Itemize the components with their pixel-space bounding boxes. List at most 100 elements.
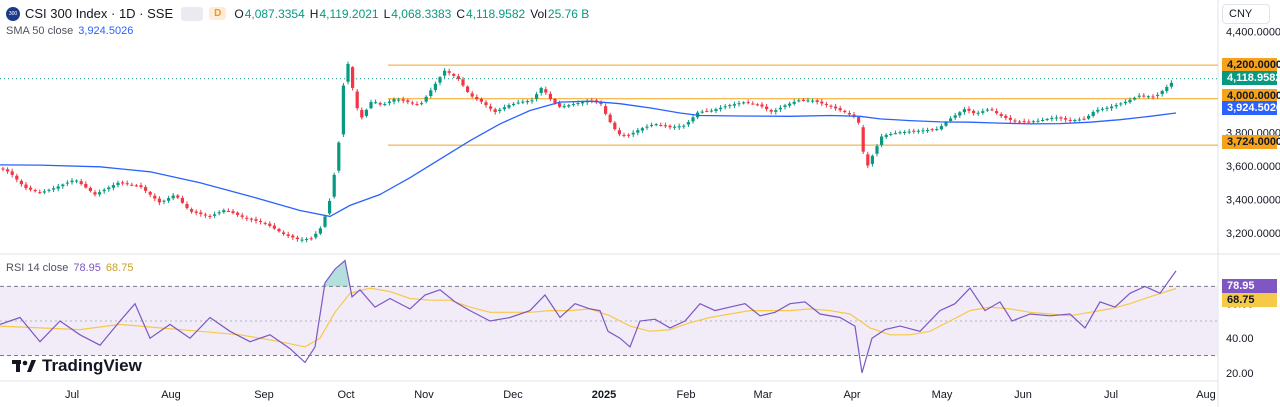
candle-body (962, 109, 966, 113)
candle-body (893, 133, 897, 135)
candle-body (1087, 115, 1091, 119)
candle-body (884, 134, 888, 137)
candle-body (65, 182, 69, 184)
candle-body (544, 89, 548, 93)
sma-price-label: 3,924.5026 (1222, 101, 1280, 115)
candle-body (144, 187, 148, 191)
candle-body (898, 132, 902, 134)
candle-body (1142, 95, 1146, 97)
candle-body (870, 155, 874, 164)
sma-legend[interactable]: SMA 50 close 3,924.5026 (6, 25, 133, 37)
candle-body (88, 187, 92, 192)
candle-body (153, 195, 157, 199)
symbol-logo: 300 (6, 6, 20, 21)
candle-body (111, 185, 115, 188)
candle-body (530, 100, 534, 102)
candle-body (1022, 121, 1026, 123)
rsi-ma-value-label: 68.75 (1222, 293, 1277, 307)
candle-body (617, 130, 621, 135)
time-tick-label: Jun (1014, 389, 1032, 401)
watermark-text: TradingView (42, 356, 142, 375)
currency-label: CNY (1229, 8, 1253, 20)
candle-body (392, 99, 396, 102)
candle-body (746, 102, 750, 104)
high-value: 4,119.2021 (319, 6, 379, 21)
last-price-label: 4,118.9582 (1222, 71, 1280, 85)
candle-body (208, 216, 212, 218)
candle-body (834, 106, 838, 109)
candle-body (157, 198, 161, 203)
candle-body (415, 104, 419, 106)
candle-body (52, 188, 56, 190)
candle-body (369, 102, 373, 109)
candle-body (61, 184, 65, 187)
candle-body (700, 111, 704, 113)
candle-body (930, 129, 934, 131)
candle-body (866, 154, 870, 166)
candle-body (98, 192, 102, 195)
currency-selector[interactable]: CNY (1222, 4, 1270, 24)
volume-value: 25.76 B (547, 6, 590, 21)
candle-body (300, 239, 304, 241)
price-tick-label: 3,400.0000 (1226, 195, 1280, 207)
hline-3724-label: 3,724.0000 (1222, 135, 1280, 149)
candle-body (1133, 97, 1137, 100)
candle-body (217, 212, 221, 214)
time-tick-label: Nov (414, 389, 434, 401)
candle-body (1018, 121, 1022, 123)
candle-body (282, 232, 286, 235)
candle-body (723, 106, 727, 108)
candle-body (760, 104, 764, 107)
candle-body (875, 146, 879, 154)
candle-body (199, 212, 203, 215)
time-tick-label: 2025 (592, 389, 616, 401)
candle-body (277, 228, 281, 232)
candle-body (420, 103, 424, 105)
candle-body (10, 171, 14, 175)
candle-body (364, 109, 368, 116)
sma-line (0, 100, 1177, 218)
candle-body (838, 108, 842, 111)
candle-body (1041, 119, 1045, 121)
candle-body (19, 180, 23, 185)
candle-body (1096, 109, 1100, 112)
candle-body (102, 189, 106, 192)
rsi-line (0, 259, 1177, 373)
candle-body (24, 184, 28, 189)
candle-body (484, 102, 488, 106)
symbol-legend[interactable]: 300 CSI 300 Index · 1D · SSE D O 4,087.33… (6, 6, 594, 21)
close-value: 4,118.9582 (466, 6, 526, 21)
candle-body (116, 182, 120, 186)
candle-body (926, 129, 930, 131)
candle-body (447, 71, 451, 73)
candle-body (1151, 96, 1155, 98)
candle-body (571, 104, 575, 106)
candle-body (249, 218, 253, 220)
candle-body (627, 134, 631, 136)
candle-body (502, 107, 506, 110)
candle-body (351, 67, 355, 88)
rsi-label: RSI 14 close (6, 262, 69, 274)
candle-body (553, 99, 557, 103)
candle-body (1059, 117, 1063, 119)
candle-body (190, 209, 194, 212)
candle-body (346, 63, 350, 82)
candle-body (6, 169, 10, 172)
candle-body (907, 131, 911, 133)
candle-body (939, 126, 943, 130)
visibility-toggle-icon[interactable] (181, 6, 204, 21)
candle-body (328, 200, 332, 214)
candle-body (645, 126, 649, 128)
symbol-title[interactable]: CSI 300 Index · 1D · SSE (25, 6, 174, 21)
candle-body (1077, 119, 1081, 121)
rsi-legend[interactable]: RSI 14 close 78.95 68.75 (6, 262, 133, 274)
candle-body (709, 110, 713, 112)
candle-body (323, 216, 327, 227)
candle-body (512, 103, 516, 106)
candle-body (719, 107, 723, 110)
time-tick-label: May (932, 389, 953, 401)
candle-body (847, 113, 851, 115)
candle-body (705, 110, 709, 112)
